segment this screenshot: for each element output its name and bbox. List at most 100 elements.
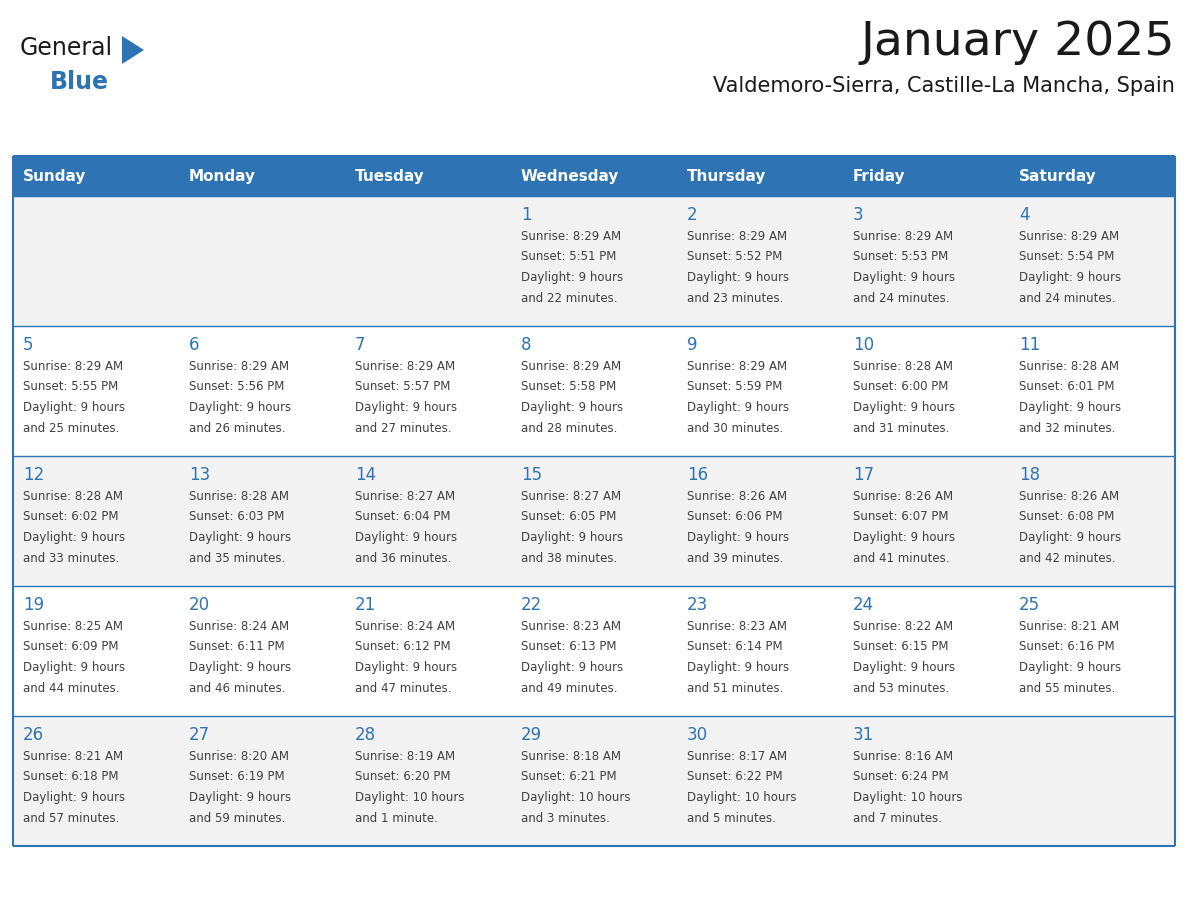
Text: Sunset: 6:04 PM: Sunset: 6:04 PM bbox=[355, 510, 450, 523]
Text: 31: 31 bbox=[853, 726, 874, 744]
Bar bbox=[13, 326, 1175, 456]
Text: Sunrise: 8:22 AM: Sunrise: 8:22 AM bbox=[853, 620, 953, 633]
Text: Daylight: 9 hours: Daylight: 9 hours bbox=[687, 661, 789, 674]
Text: Sunset: 6:16 PM: Sunset: 6:16 PM bbox=[1019, 641, 1114, 654]
Text: Daylight: 9 hours: Daylight: 9 hours bbox=[1019, 401, 1121, 414]
Text: and 26 minutes.: and 26 minutes. bbox=[189, 421, 285, 434]
Text: 4: 4 bbox=[1019, 206, 1030, 224]
Text: Sunrise: 8:29 AM: Sunrise: 8:29 AM bbox=[23, 360, 124, 373]
Text: Sunrise: 8:21 AM: Sunrise: 8:21 AM bbox=[1019, 620, 1119, 633]
Text: and 30 minutes.: and 30 minutes. bbox=[687, 421, 783, 434]
Text: and 39 minutes.: and 39 minutes. bbox=[687, 552, 783, 565]
Text: Daylight: 10 hours: Daylight: 10 hours bbox=[522, 791, 631, 804]
Text: and 38 minutes.: and 38 minutes. bbox=[522, 552, 618, 565]
Text: Tuesday: Tuesday bbox=[355, 169, 424, 184]
Text: Sunset: 6:15 PM: Sunset: 6:15 PM bbox=[853, 641, 948, 654]
Text: Sunrise: 8:20 AM: Sunrise: 8:20 AM bbox=[189, 750, 289, 763]
Text: Daylight: 9 hours: Daylight: 9 hours bbox=[853, 271, 955, 284]
Text: Sunset: 6:08 PM: Sunset: 6:08 PM bbox=[1019, 510, 1114, 523]
Bar bbox=[13, 156, 179, 196]
Text: 30: 30 bbox=[687, 726, 708, 744]
Bar bbox=[13, 196, 1175, 326]
Text: Daylight: 9 hours: Daylight: 9 hours bbox=[355, 531, 457, 544]
Text: and 31 minutes.: and 31 minutes. bbox=[853, 421, 949, 434]
Text: Sunset: 6:02 PM: Sunset: 6:02 PM bbox=[23, 510, 119, 523]
Text: Sunset: 5:58 PM: Sunset: 5:58 PM bbox=[522, 380, 617, 394]
Text: Sunrise: 8:28 AM: Sunrise: 8:28 AM bbox=[853, 360, 953, 373]
Text: 29: 29 bbox=[522, 726, 542, 744]
Text: Daylight: 10 hours: Daylight: 10 hours bbox=[853, 791, 962, 804]
Text: 13: 13 bbox=[189, 466, 210, 484]
Text: General: General bbox=[20, 36, 113, 60]
Text: Sunrise: 8:29 AM: Sunrise: 8:29 AM bbox=[1019, 230, 1119, 243]
Text: Daylight: 9 hours: Daylight: 9 hours bbox=[687, 271, 789, 284]
Text: Saturday: Saturday bbox=[1019, 169, 1097, 184]
Text: Sunset: 6:05 PM: Sunset: 6:05 PM bbox=[522, 510, 617, 523]
Text: and 55 minutes.: and 55 minutes. bbox=[1019, 681, 1116, 695]
Text: 7: 7 bbox=[355, 336, 366, 354]
Text: 19: 19 bbox=[23, 596, 44, 614]
Text: Daylight: 9 hours: Daylight: 9 hours bbox=[522, 401, 623, 414]
Text: Sunrise: 8:26 AM: Sunrise: 8:26 AM bbox=[1019, 490, 1119, 503]
Text: Daylight: 9 hours: Daylight: 9 hours bbox=[189, 531, 291, 544]
Text: Daylight: 9 hours: Daylight: 9 hours bbox=[1019, 661, 1121, 674]
Text: Daylight: 9 hours: Daylight: 9 hours bbox=[189, 791, 291, 804]
Text: and 24 minutes.: and 24 minutes. bbox=[853, 292, 949, 305]
Text: 10: 10 bbox=[853, 336, 874, 354]
Text: 5: 5 bbox=[23, 336, 33, 354]
Text: and 33 minutes.: and 33 minutes. bbox=[23, 552, 119, 565]
Text: 24: 24 bbox=[853, 596, 874, 614]
Text: Daylight: 10 hours: Daylight: 10 hours bbox=[355, 791, 465, 804]
Text: Sunrise: 8:29 AM: Sunrise: 8:29 AM bbox=[189, 360, 289, 373]
Text: Friday: Friday bbox=[853, 169, 905, 184]
Text: Sunset: 5:51 PM: Sunset: 5:51 PM bbox=[522, 251, 617, 263]
Text: Sunrise: 8:16 AM: Sunrise: 8:16 AM bbox=[853, 750, 953, 763]
Text: 18: 18 bbox=[1019, 466, 1040, 484]
Text: Daylight: 9 hours: Daylight: 9 hours bbox=[189, 401, 291, 414]
Text: and 42 minutes.: and 42 minutes. bbox=[1019, 552, 1116, 565]
Text: Sunrise: 8:17 AM: Sunrise: 8:17 AM bbox=[687, 750, 788, 763]
Bar bbox=[843, 156, 1009, 196]
Bar bbox=[13, 456, 1175, 586]
Text: and 3 minutes.: and 3 minutes. bbox=[522, 812, 609, 824]
Text: Sunset: 5:56 PM: Sunset: 5:56 PM bbox=[189, 380, 284, 394]
Text: Sunset: 6:01 PM: Sunset: 6:01 PM bbox=[1019, 380, 1114, 394]
Bar bbox=[13, 586, 1175, 716]
Text: Sunrise: 8:24 AM: Sunrise: 8:24 AM bbox=[189, 620, 289, 633]
Text: 27: 27 bbox=[189, 726, 210, 744]
Bar bbox=[179, 156, 345, 196]
Text: Sunrise: 8:23 AM: Sunrise: 8:23 AM bbox=[522, 620, 621, 633]
Text: and 28 minutes.: and 28 minutes. bbox=[522, 421, 618, 434]
Text: 22: 22 bbox=[522, 596, 542, 614]
Text: and 41 minutes.: and 41 minutes. bbox=[853, 552, 949, 565]
Text: and 57 minutes.: and 57 minutes. bbox=[23, 812, 119, 824]
Text: Sunrise: 8:29 AM: Sunrise: 8:29 AM bbox=[522, 230, 621, 243]
Text: Sunrise: 8:24 AM: Sunrise: 8:24 AM bbox=[355, 620, 455, 633]
Text: Sunset: 5:57 PM: Sunset: 5:57 PM bbox=[355, 380, 450, 394]
Text: Sunset: 5:59 PM: Sunset: 5:59 PM bbox=[687, 380, 783, 394]
Text: Sunrise: 8:28 AM: Sunrise: 8:28 AM bbox=[23, 490, 124, 503]
Text: Wednesday: Wednesday bbox=[522, 169, 619, 184]
Bar bbox=[677, 156, 843, 196]
Text: Sunrise: 8:19 AM: Sunrise: 8:19 AM bbox=[355, 750, 455, 763]
Text: 2: 2 bbox=[687, 206, 697, 224]
Text: Sunset: 6:00 PM: Sunset: 6:00 PM bbox=[853, 380, 948, 394]
Polygon shape bbox=[122, 36, 144, 64]
Text: Sunrise: 8:29 AM: Sunrise: 8:29 AM bbox=[355, 360, 455, 373]
Text: Daylight: 9 hours: Daylight: 9 hours bbox=[355, 401, 457, 414]
Text: and 44 minutes.: and 44 minutes. bbox=[23, 681, 120, 695]
Text: Sunset: 6:06 PM: Sunset: 6:06 PM bbox=[687, 510, 783, 523]
Text: January 2025: January 2025 bbox=[860, 20, 1175, 65]
Text: Sunset: 5:53 PM: Sunset: 5:53 PM bbox=[853, 251, 948, 263]
Text: and 32 minutes.: and 32 minutes. bbox=[1019, 421, 1116, 434]
Text: Daylight: 9 hours: Daylight: 9 hours bbox=[853, 401, 955, 414]
Text: 23: 23 bbox=[687, 596, 708, 614]
Text: Sunrise: 8:29 AM: Sunrise: 8:29 AM bbox=[522, 360, 621, 373]
Bar bbox=[345, 156, 511, 196]
Text: and 22 minutes.: and 22 minutes. bbox=[522, 292, 618, 305]
Text: Sunset: 6:07 PM: Sunset: 6:07 PM bbox=[853, 510, 948, 523]
Text: Daylight: 9 hours: Daylight: 9 hours bbox=[23, 661, 125, 674]
Text: Daylight: 9 hours: Daylight: 9 hours bbox=[355, 661, 457, 674]
Text: Daylight: 9 hours: Daylight: 9 hours bbox=[522, 661, 623, 674]
Text: Valdemoro-Sierra, Castille-La Mancha, Spain: Valdemoro-Sierra, Castille-La Mancha, Sp… bbox=[713, 76, 1175, 96]
